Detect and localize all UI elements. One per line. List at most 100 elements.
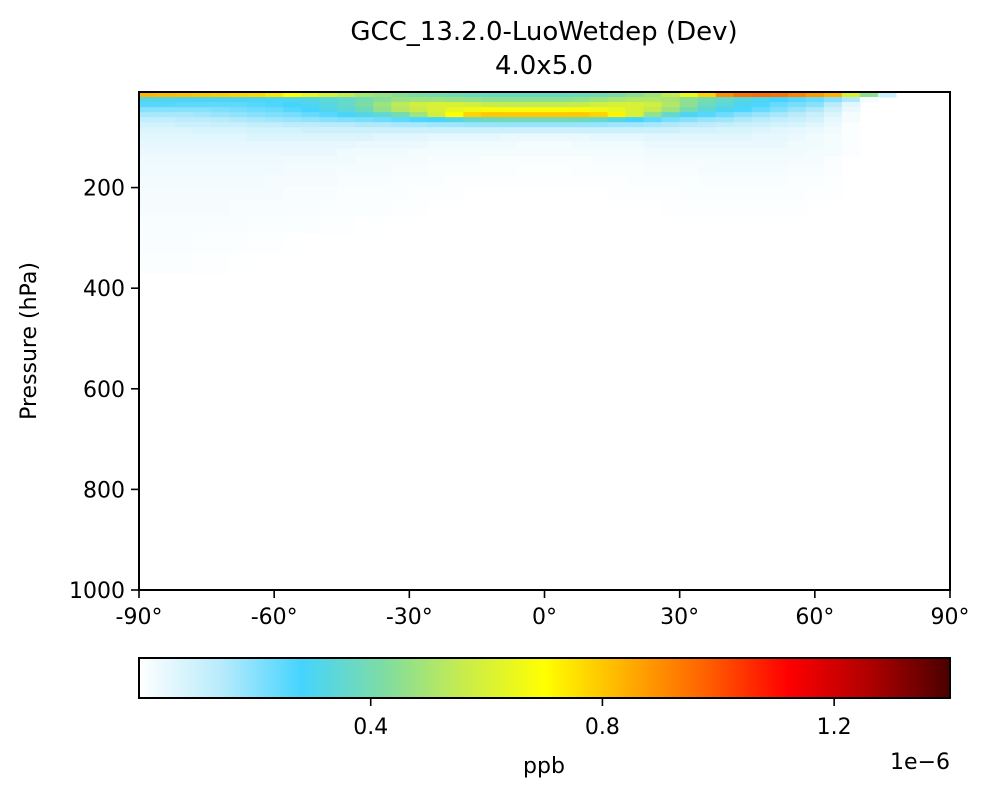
heatmap-cell [247,107,266,113]
heatmap-cell [265,148,284,157]
heatmap-cell [301,122,320,128]
heatmap-cell [481,97,501,103]
heatmap-cell [607,164,627,176]
heatmap-cell [589,92,609,98]
heatmap-cell [409,148,428,157]
heatmap-cell [607,127,627,135]
heatmap-cell [517,112,537,118]
x-tick-label: -60° [251,605,298,630]
heatmap-cell [517,92,537,98]
heatmap-cell [643,102,663,108]
heatmap-cell [247,232,266,254]
y-tick-label: 400 [83,277,125,302]
heatmap-cell [787,175,807,187]
heatmap-cell [283,117,302,123]
heatmap-cell [139,252,158,274]
heatmap-cell [427,122,446,128]
heatmap-cell [391,186,410,201]
heatmap-cell [715,122,735,128]
heatmap-cell [823,133,843,142]
heatmap-cell [319,156,338,166]
heatmap-cell [733,122,753,128]
heatmap-cell [697,164,717,176]
heatmap-cell [211,107,230,113]
heatmap-cell [715,148,735,157]
heatmap-cell [283,164,302,176]
heatmap-cell [661,156,681,166]
heatmap-cell [571,164,591,176]
heatmap-cell [319,97,338,103]
heatmap-cell [391,200,410,216]
heatmap-cell [661,102,681,108]
heatmap-cell [175,112,194,118]
chart-title: GCC_13.2.0-LuoWetdep (Dev) [350,17,737,47]
heatmap-cell [211,156,230,166]
heatmap-cell [625,141,645,150]
heatmap-cell [589,175,609,187]
heatmap-cell [301,156,320,166]
heatmap-cell [661,141,681,150]
heatmap-cell [157,107,176,113]
heatmap-cell [229,97,248,103]
heatmap-cell [589,141,609,150]
heatmap-cell [157,148,176,157]
heatmap-cell [337,186,356,201]
heatmap-cell [427,97,446,103]
heatmap-cell [355,92,374,98]
heatmap-cell [625,175,645,187]
heatmap-cell [697,122,717,128]
heatmap-cell [553,112,573,118]
heatmap-cell [535,112,555,118]
heatmap-cell [769,97,789,103]
heatmap-cell [463,92,483,98]
heatmap-cell [139,102,158,108]
heatmap-cell [715,156,735,166]
heatmap-cell [229,164,248,176]
heatmap-cell [319,215,338,234]
heatmap-cell [229,215,248,234]
heatmap-cell [247,127,266,135]
heatmap-cell [283,122,302,128]
heatmap-cell [661,186,681,201]
heatmap-cell [697,97,717,103]
heatmap-cell [193,97,212,103]
heatmap-cell [175,141,194,150]
heatmap-cell [607,97,627,103]
heatmap-cell [175,156,194,166]
heatmap-cell [247,215,266,234]
heatmap-cell [679,148,699,157]
heatmap-cell [193,122,212,128]
heatmap-cell [679,200,699,216]
heatmap-cell [499,117,519,123]
heatmap-cell [751,97,771,103]
heatmap-cell [193,133,212,142]
heatmap-cell [481,102,501,108]
heatmap-cell [499,92,519,98]
heatmap-cell [229,107,248,113]
heatmap-cell [373,127,392,135]
heatmap-cell [661,107,681,113]
heatmap-cell [265,127,284,135]
heatmap-cell [229,186,248,201]
heatmap-cell [679,133,699,142]
heatmap-cell [823,117,843,123]
x-axis: -90° -60° -30° 0° 30° 60° 90° [116,590,970,630]
x-tick-label: -30° [386,605,433,630]
heatmap-cell [247,112,266,118]
heatmap-cell [643,117,663,123]
heatmap-cell [229,112,248,118]
heatmap-cell [733,117,753,123]
heatmap-cell [193,156,212,166]
heatmap-cell [247,156,266,166]
heatmap-cell [481,127,501,135]
heatmap-cell [139,127,158,135]
y-tick-label: 1000 [69,579,125,604]
heatmap-cell [247,122,266,128]
heatmap-cell [373,122,392,128]
heatmap-cell [571,141,591,150]
heatmap-cell [571,107,591,113]
heatmap-cell [301,117,320,123]
heatmap-cell [283,175,302,187]
heatmap-cell [787,200,807,216]
heatmap-cell [625,117,645,123]
